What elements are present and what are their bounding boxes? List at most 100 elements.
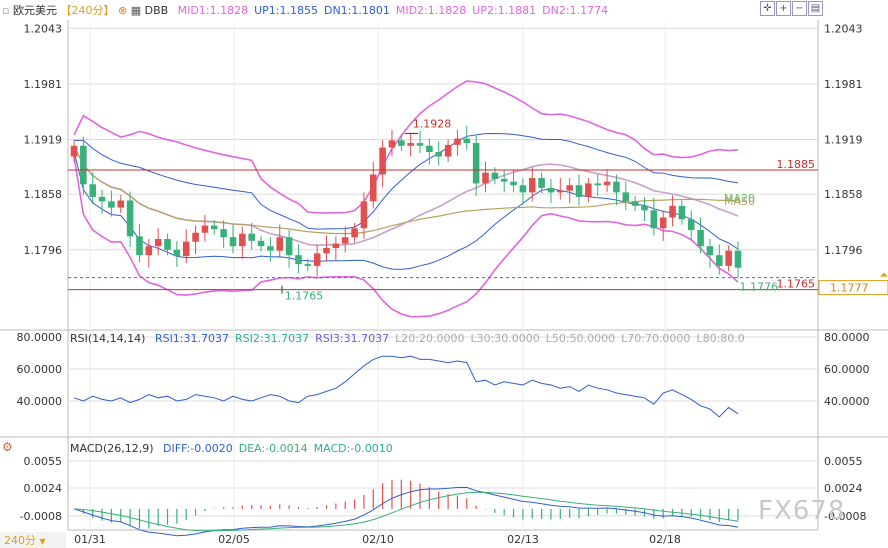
candle-body — [538, 178, 545, 188]
macd-title[interactable]: MACD(26,12,9) — [70, 442, 154, 455]
rsi-legend-item: RSI2:31.7037 — [235, 332, 310, 345]
period-selector-label: 240分 — [4, 534, 36, 547]
indicator-label[interactable]: DBB — [144, 4, 169, 17]
macd-legend-item: MACD:-0.0010 — [313, 442, 393, 455]
candle-body — [528, 178, 536, 193]
y-tick-right: 1.1919 — [824, 133, 863, 146]
candle-body — [229, 237, 237, 247]
candle-body — [257, 240, 265, 247]
low-label: 1.1765 — [285, 290, 324, 303]
candle-body — [426, 145, 433, 153]
candle-body — [557, 190, 564, 193]
rsi-legend-item: L30:30.0000 — [470, 332, 540, 345]
rsi-legend-item: L50:50.0000 — [545, 332, 616, 345]
candle-body — [734, 250, 742, 268]
x-tick: 02/10 — [362, 533, 394, 546]
y-tick-left: 1.1981 — [24, 78, 63, 91]
rsi-legend-item: RSI3:31.7037 — [315, 332, 390, 345]
zoom-out-icon[interactable]: − — [792, 1, 807, 16]
candle-body — [463, 138, 471, 144]
candle-body — [332, 243, 340, 248]
macd-legend: DIFF:-0.0020 DEA:-0.0014 MACD:-0.0010 — [157, 442, 393, 455]
candle-body — [136, 236, 143, 256]
candle-body — [613, 181, 620, 193]
candle-body — [491, 172, 499, 179]
candle-body — [472, 143, 480, 184]
indicator-icon: ▦ — [130, 4, 142, 17]
price-tag-arrow — [880, 272, 888, 277]
rsi-line — [73, 355, 739, 418]
candle-body — [126, 200, 134, 237]
x-tick: 01/31 — [74, 533, 106, 546]
rsi-y-tick-left: 60.0000 — [17, 363, 63, 376]
candle-body — [697, 230, 704, 247]
candle-body — [323, 247, 330, 254]
diff-line — [73, 486, 739, 537]
price-tag-label: 1.1777 — [830, 282, 869, 295]
y-tick-right: 1.1858 — [824, 188, 863, 201]
band-legend-item: UP1:1.1855 — [254, 4, 318, 17]
rsi-y-tick-right: 40.0000 — [824, 395, 870, 408]
candle-body — [416, 143, 424, 146]
candle-body — [678, 205, 686, 220]
candle-body — [98, 196, 106, 202]
candle-body — [164, 239, 171, 250]
lower-band-2 — [73, 156, 739, 318]
candle-body — [716, 255, 723, 266]
zoom-in-icon[interactable]: + — [776, 1, 791, 16]
candle-body — [295, 255, 302, 265]
candle-body — [276, 237, 284, 251]
last-price-label: 1.1776 — [740, 281, 779, 294]
candle-body — [360, 201, 368, 229]
crosshair-icon[interactable]: ✛ — [760, 1, 775, 16]
rsi-legend-item: RSI1:31.7037 — [154, 332, 229, 345]
candle-body — [70, 145, 78, 157]
rsi-legend-item: L80:80.0 — [696, 332, 745, 345]
candle-body — [379, 147, 386, 175]
high-label: 1.1928 — [413, 117, 452, 130]
macd-y-tick-left: 0.0024 — [24, 482, 63, 495]
band-legend-item: DN2:1.1774 — [542, 4, 609, 17]
chart-header: ▫ 欧元美元 【240分】 ⊗ ▦ DBB MID1:1.1828 UP1:1.1… — [2, 2, 762, 18]
symbol-label[interactable]: 欧元美元 — [12, 4, 57, 17]
candle-body — [566, 185, 573, 191]
rsi-title[interactable]: RSI(14,14,14) — [70, 332, 146, 345]
candle-body — [173, 249, 181, 257]
candle-body — [687, 219, 695, 231]
candle-body — [341, 237, 349, 244]
period-selector[interactable]: 240分 ▼ — [0, 532, 66, 548]
candle-body — [659, 217, 667, 229]
candle-body — [435, 152, 443, 157]
grid-icon[interactable]: ▤ — [808, 1, 823, 16]
ma50-line — [73, 145, 739, 235]
rsi-y-tick-left: 80.0000 — [17, 331, 63, 344]
settings-icon[interactable]: ⊗ — [117, 4, 128, 17]
upper-band-2 — [73, 80, 739, 214]
candle-body — [80, 145, 87, 185]
y-tick-right: 1.2043 — [824, 22, 863, 35]
candle-body — [108, 201, 115, 208]
rsi-y-tick-right: 60.0000 — [824, 363, 870, 376]
macd-y-tick-left: 0.0055 — [24, 455, 63, 468]
rsi-y-tick-right: 80.0000 — [824, 331, 870, 344]
macd-header: MACD(26,12,9) DIFF:-0.0020 DEA:-0.0014 MAC… — [70, 442, 393, 455]
rsi-legend-item: L70:70.0000 — [621, 332, 691, 345]
period-label[interactable]: 【240分】 — [60, 4, 115, 17]
x-tick: 02/18 — [649, 533, 681, 546]
candle-body — [145, 246, 153, 256]
macd-y-tick-right: -0.0008 — [824, 510, 866, 523]
candle-body — [594, 183, 601, 186]
rsi-header: RSI(14,14,14) RSI1:31.7037 RSI2:31.7037 RS… — [70, 332, 745, 345]
candle-body — [454, 138, 461, 145]
candle-body — [547, 187, 555, 193]
candle-body — [650, 210, 658, 229]
macd-settings-icon[interactable]: ⚙ — [2, 440, 13, 454]
chevron-down-icon: ▼ — [39, 537, 46, 546]
support-label: 1.1765 — [777, 278, 816, 291]
candle-body — [603, 181, 611, 186]
y-tick-left: 1.1858 — [24, 188, 63, 201]
candle-body — [313, 253, 321, 266]
x-tick: 02/05 — [218, 533, 250, 546]
y-tick-right: 1.1796 — [824, 244, 863, 257]
